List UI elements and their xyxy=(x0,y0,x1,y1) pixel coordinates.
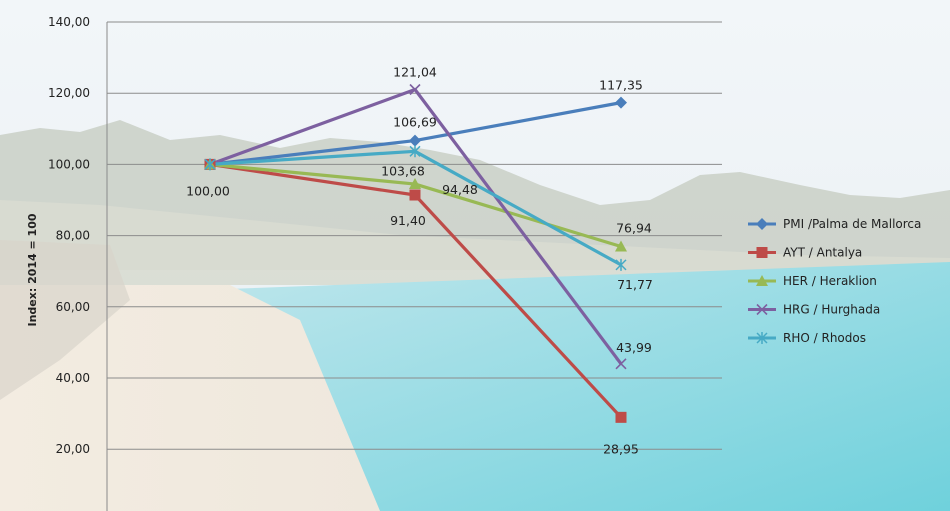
legend-label: PMI /Palma de Mallorca xyxy=(783,217,921,231)
marker-x xyxy=(756,303,768,316)
marker-star xyxy=(615,258,627,271)
marker-square xyxy=(615,411,627,423)
legend-label: HER / Heraklion xyxy=(783,274,877,288)
y-axis-ticks: 20,00 40,00 60,00 80,00 100,00 120,00 140,00 xyxy=(48,15,90,456)
y-tick-label: 120,00 xyxy=(48,86,90,100)
data-label: 91,40 xyxy=(390,213,426,228)
legend-item: PMI /Palma de Mallorca xyxy=(748,217,921,231)
legend-item: AYT / Antalya xyxy=(748,246,862,260)
marker-diamond xyxy=(756,218,768,230)
legend-label: AYT / Antalya xyxy=(783,246,862,260)
data-label: 103,68 xyxy=(381,163,425,178)
legend-item: RHO / Rhodos xyxy=(748,331,866,345)
data-label: 76,94 xyxy=(616,220,652,235)
legend-label: HRG / Hurghada xyxy=(783,303,880,317)
series-group xyxy=(204,83,627,423)
marker-square xyxy=(409,189,421,201)
marker-x xyxy=(615,358,627,370)
y-tick-label: 60,00 xyxy=(56,300,90,314)
data-label: 117,35 xyxy=(599,78,643,93)
y-axis-label: Index: 2014 = 100 xyxy=(26,213,39,326)
data-label: 106,69 xyxy=(393,115,437,130)
marker-diamond xyxy=(409,134,421,147)
y-tick-label: 140,00 xyxy=(48,15,90,29)
legend-item: HRG / Hurghada xyxy=(748,303,880,317)
marker-triangle xyxy=(409,178,421,190)
legend-label: RHO / Rhodos xyxy=(783,331,866,345)
legend: PMI /Palma de Mallorca AYT / Antalya HER /… xyxy=(748,217,921,345)
data-label: 43,99 xyxy=(616,340,652,355)
marker-star xyxy=(409,145,421,158)
data-label: 121,04 xyxy=(393,64,437,79)
data-label: 100,00 xyxy=(186,183,230,198)
y-tick-label: 100,00 xyxy=(48,157,90,171)
marker-diamond xyxy=(615,96,627,109)
marker-triangle xyxy=(615,240,627,252)
marker-x xyxy=(409,83,421,96)
y-tick-label: 20,00 xyxy=(56,442,90,456)
marker-star xyxy=(204,158,216,171)
y-tick-label: 40,00 xyxy=(56,371,90,385)
marker-triangle xyxy=(756,275,768,286)
data-label: 94,48 xyxy=(442,182,478,197)
marker-star xyxy=(756,332,768,344)
data-label: 28,95 xyxy=(603,441,639,456)
grid-lines xyxy=(107,21,722,450)
data-label: 71,77 xyxy=(617,277,653,292)
legend-item: HER / Heraklion xyxy=(748,274,877,288)
y-tick-label: 80,00 xyxy=(56,229,90,243)
marker-square xyxy=(756,247,768,258)
data-labels: 106,69 117,35 100,00 91,40 28,95 94,48 76,94 12… xyxy=(186,64,653,456)
